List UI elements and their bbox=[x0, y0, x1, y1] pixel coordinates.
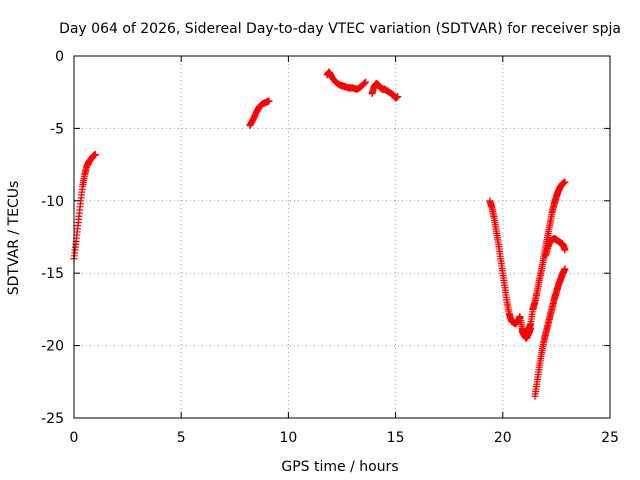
data-series bbox=[323, 68, 370, 93]
x-tick-labels: 0 5 10 15 20 25 bbox=[70, 430, 619, 446]
data-point bbox=[362, 78, 370, 86]
data-series bbox=[531, 265, 569, 400]
chart-title: Day 064 of 2026, Sidereal Day-to-day VTE… bbox=[59, 21, 621, 37]
data-series bbox=[70, 150, 99, 263]
y-tick-label: -25 bbox=[41, 411, 64, 427]
data-series bbox=[542, 234, 569, 260]
data-points bbox=[70, 68, 569, 400]
x-tick-label: 15 bbox=[387, 430, 405, 446]
y-axis-label: SDTVAR / TECUs bbox=[6, 181, 22, 296]
y-tick-label: -10 bbox=[41, 194, 64, 210]
data-point bbox=[527, 324, 535, 332]
x-tick-label: 20 bbox=[494, 430, 512, 446]
y-tick-label: -20 bbox=[41, 339, 64, 355]
x-axis-label: GPS time / hours bbox=[281, 459, 398, 475]
y-tick-label: -5 bbox=[50, 121, 64, 137]
data-point bbox=[360, 80, 368, 88]
x-tick-label: 25 bbox=[601, 430, 619, 446]
data-series bbox=[518, 324, 535, 342]
x-tick-label: 0 bbox=[70, 430, 79, 446]
data-series bbox=[246, 97, 273, 130]
data-point bbox=[561, 178, 569, 186]
x-tick-label: 5 bbox=[177, 430, 186, 446]
plot-frame bbox=[73, 55, 611, 419]
data-series bbox=[368, 80, 402, 102]
grid-lines bbox=[74, 56, 610, 418]
data-point bbox=[394, 93, 402, 101]
x-tick-label: 10 bbox=[279, 430, 297, 446]
y-tick-label: -15 bbox=[41, 266, 64, 282]
data-point bbox=[361, 79, 369, 87]
tick-marks bbox=[73, 55, 611, 419]
data-point bbox=[265, 97, 273, 105]
data-point bbox=[91, 150, 99, 158]
y-tick-label: 0 bbox=[55, 49, 64, 65]
data-point bbox=[561, 246, 569, 254]
y-tick-labels: -25 -20 -15 -10 -5 0 bbox=[41, 49, 64, 427]
data-point bbox=[561, 265, 569, 273]
